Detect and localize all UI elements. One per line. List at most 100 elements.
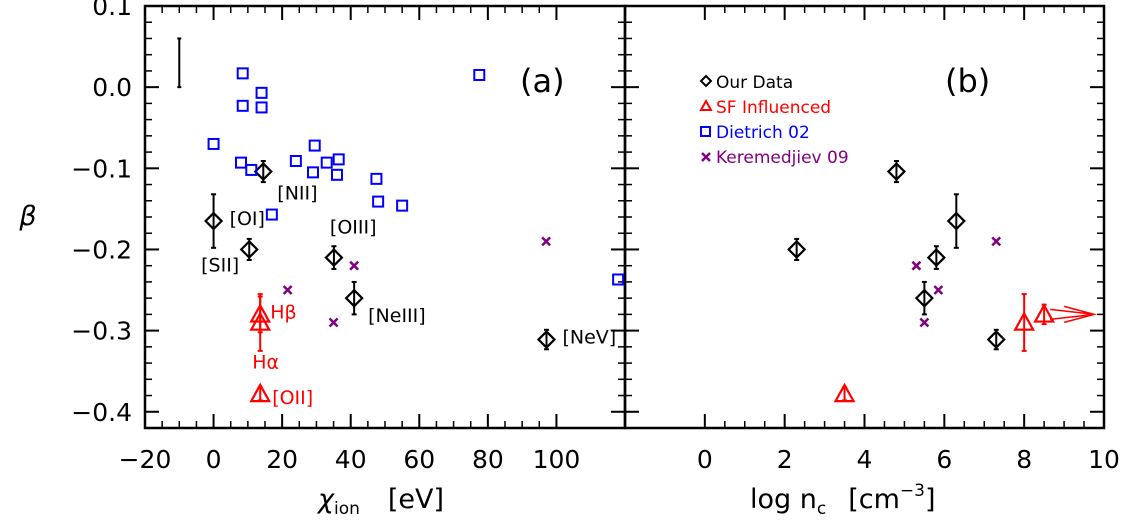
x-tick-label-b: 10 [1088, 445, 1120, 474]
data-point-square-a [308, 139, 321, 152]
data-point-diamond-b [926, 248, 946, 268]
y-tick-label: −0.4 [71, 398, 132, 427]
point-label: [OIII] [330, 217, 377, 239]
x-tick-label-b: 6 [936, 445, 952, 474]
legend-item-dietrich: Dietrich 02 [700, 123, 810, 143]
data-point-square-a [332, 153, 345, 166]
data-point-square-a [396, 199, 409, 212]
legend-label-our-data: Our Data [716, 73, 793, 93]
panel-b-frame [623, 4, 1106, 430]
point-label: Hα [252, 352, 279, 374]
data-point-diamond-a [324, 248, 344, 268]
data-point-diamond-b [986, 329, 1006, 350]
data-point-square-a [207, 137, 220, 150]
data-point-square-a [320, 156, 333, 169]
data-point-x-b [919, 317, 930, 328]
legend: Our Data SF Influenced Dietrich 02 Kerem… [699, 73, 849, 168]
x-axis-title-a-main: χ [316, 484, 335, 515]
data-point-square-a [236, 67, 249, 80]
data-point-diamond-a [204, 211, 224, 231]
y-tick-label: 0.1 [92, 0, 132, 21]
data-point-square-a [265, 208, 278, 221]
point-label: [SII] [201, 254, 239, 276]
x-axis-title-b-close: ] [925, 484, 936, 515]
data-point-diamond-b [946, 211, 966, 231]
y-tick-label: −0.3 [71, 317, 132, 346]
lower-limit-arrow [1050, 305, 1098, 324]
legend-marker-triangle [699, 98, 713, 111]
x-tick-label-b: 8 [1016, 445, 1032, 474]
x-tick-label-b: 0 [697, 445, 713, 474]
data-point-square-a [372, 195, 385, 208]
legend-marker-square [700, 126, 711, 137]
x-tick-label-a: 100 [533, 445, 581, 474]
legend-label-keremedjiev: Keremedjiev 09 [716, 148, 849, 168]
x-tick-label-a: 20 [266, 445, 298, 474]
data-point-triangle-b [833, 382, 856, 403]
data-point-square-a [307, 166, 319, 179]
data-point-x-b [911, 260, 922, 271]
x-axis-title-b-sup: −3 [900, 481, 925, 501]
point-label: [NII] [277, 183, 317, 205]
point-label: [NeV] [562, 327, 616, 349]
data-point-square-a [612, 273, 625, 286]
data-point-x-a [328, 317, 339, 328]
x-axis-title-a-sub: ion [334, 499, 360, 519]
data-point-triangle-a [249, 382, 272, 403]
data-point-diamond-a [536, 329, 557, 350]
data-point-triangle-b [1033, 303, 1055, 323]
data-point-diamond-b [787, 239, 807, 260]
x-tick-label-a: −20 [119, 445, 172, 474]
data-point-diamond-a [239, 239, 259, 260]
data-point-square-a [289, 155, 302, 168]
data-point-square-a [370, 172, 383, 185]
data-point-square-a [245, 163, 258, 176]
point-label: Hβ [270, 301, 296, 323]
data-layer: [OI] [SII] [NII] [OIII] [NeIII] [NeV] Hβ Hα [OII… [177, 37, 1098, 409]
ticks-layer: −20 0 20 40 60 80 100 0 2 4 6 8 10 −0.4 −0.3 −0.2 −0.1 0.… [71, 0, 1120, 474]
data-point-diamond-b [914, 288, 934, 308]
x-axis-title-b-main: log n [750, 484, 817, 515]
x-axis-title-b-unit: [cm [848, 484, 900, 515]
panel-b-label: (b) [945, 62, 990, 100]
data-point-x-a [349, 260, 360, 271]
x-axis-title-a: χion [eV] [316, 484, 444, 519]
data-point-x-b [933, 285, 944, 295]
data-point-square-a [236, 99, 249, 112]
legend-item-sf-influenced: SF Influenced [699, 98, 831, 118]
x-tick-label-a: 0 [206, 445, 222, 474]
x-axis-title-a-unit: [eV] [388, 484, 444, 515]
x-tick-label-a: 40 [335, 445, 367, 474]
legend-label-dietrich: Dietrich 02 [716, 123, 810, 143]
panel-a-label: (a) [520, 62, 565, 100]
legend-item-our-data: Our Data [699, 73, 793, 93]
point-label: [NeIII] [368, 305, 426, 327]
point-label: [OI] [230, 208, 265, 230]
legend-marker-x [701, 152, 711, 162]
data-point-diamond-b [886, 161, 906, 182]
data-point-square-a [331, 168, 343, 181]
data-point-x-a [541, 236, 552, 247]
data-point-triangle-a [249, 311, 272, 331]
point-label: [OII] [272, 387, 313, 409]
data-point-square-a [235, 156, 247, 169]
x-tick-label-b: 4 [857, 445, 873, 474]
legend-item-keremedjiev: Keremedjiev 09 [701, 148, 849, 168]
legend-label-sf-influenced: SF Influenced [716, 98, 831, 118]
legend-marker-diamond [699, 74, 713, 88]
y-axis-title: β [18, 201, 36, 232]
x-tick-label-a: 60 [403, 445, 435, 474]
x-axis-title-b: log nc [cm−3] [750, 481, 936, 519]
y-tick-label: 0.0 [92, 73, 132, 102]
x-axis-title-b-sub: c [817, 499, 826, 519]
y-tick-label: −0.1 [71, 154, 132, 183]
data-point-x-b [991, 236, 1002, 247]
x-tick-label-a: 80 [472, 445, 504, 474]
data-point-triangle-b [1013, 311, 1036, 331]
x-tick-label-b: 2 [777, 445, 793, 474]
data-point-square-a [473, 68, 486, 81]
data-point-square-a [255, 86, 268, 99]
y-tick-label: −0.2 [71, 235, 132, 264]
data-point-diamond-a [253, 161, 273, 182]
